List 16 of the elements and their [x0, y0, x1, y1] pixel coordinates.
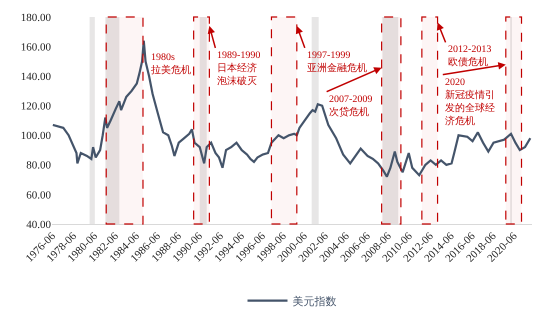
y-tick-label: 160.00 [20, 41, 52, 54]
y-tick-label: 180.00 [20, 12, 52, 24]
band-label: 1997-1999 亚洲金融危机 [307, 50, 367, 74]
y-tick-label: 80.00 [26, 160, 52, 172]
text: 美元指数 [292, 294, 336, 308]
y-tick-label: 60.00 [26, 189, 52, 202]
band-label: 1989-1990 日本经济泡沫破灭 [217, 50, 260, 87]
y-tick-label: 40.00 [26, 218, 52, 231]
band-label: 2012-2013 欧债危机 [448, 44, 492, 68]
band-label: 2007-2009 次贷危机 [329, 94, 372, 118]
band-label: 1980s 拉美危机 [151, 52, 191, 76]
line-series [52, 40, 532, 178]
y-tick-label: 120.00 [20, 100, 52, 113]
band-label: 2020 新冠疫情引发的全球经济危机 [445, 77, 495, 127]
y-tick-label: 100.00 [20, 130, 52, 142]
y-tick-label: 140.00 [20, 70, 52, 83]
